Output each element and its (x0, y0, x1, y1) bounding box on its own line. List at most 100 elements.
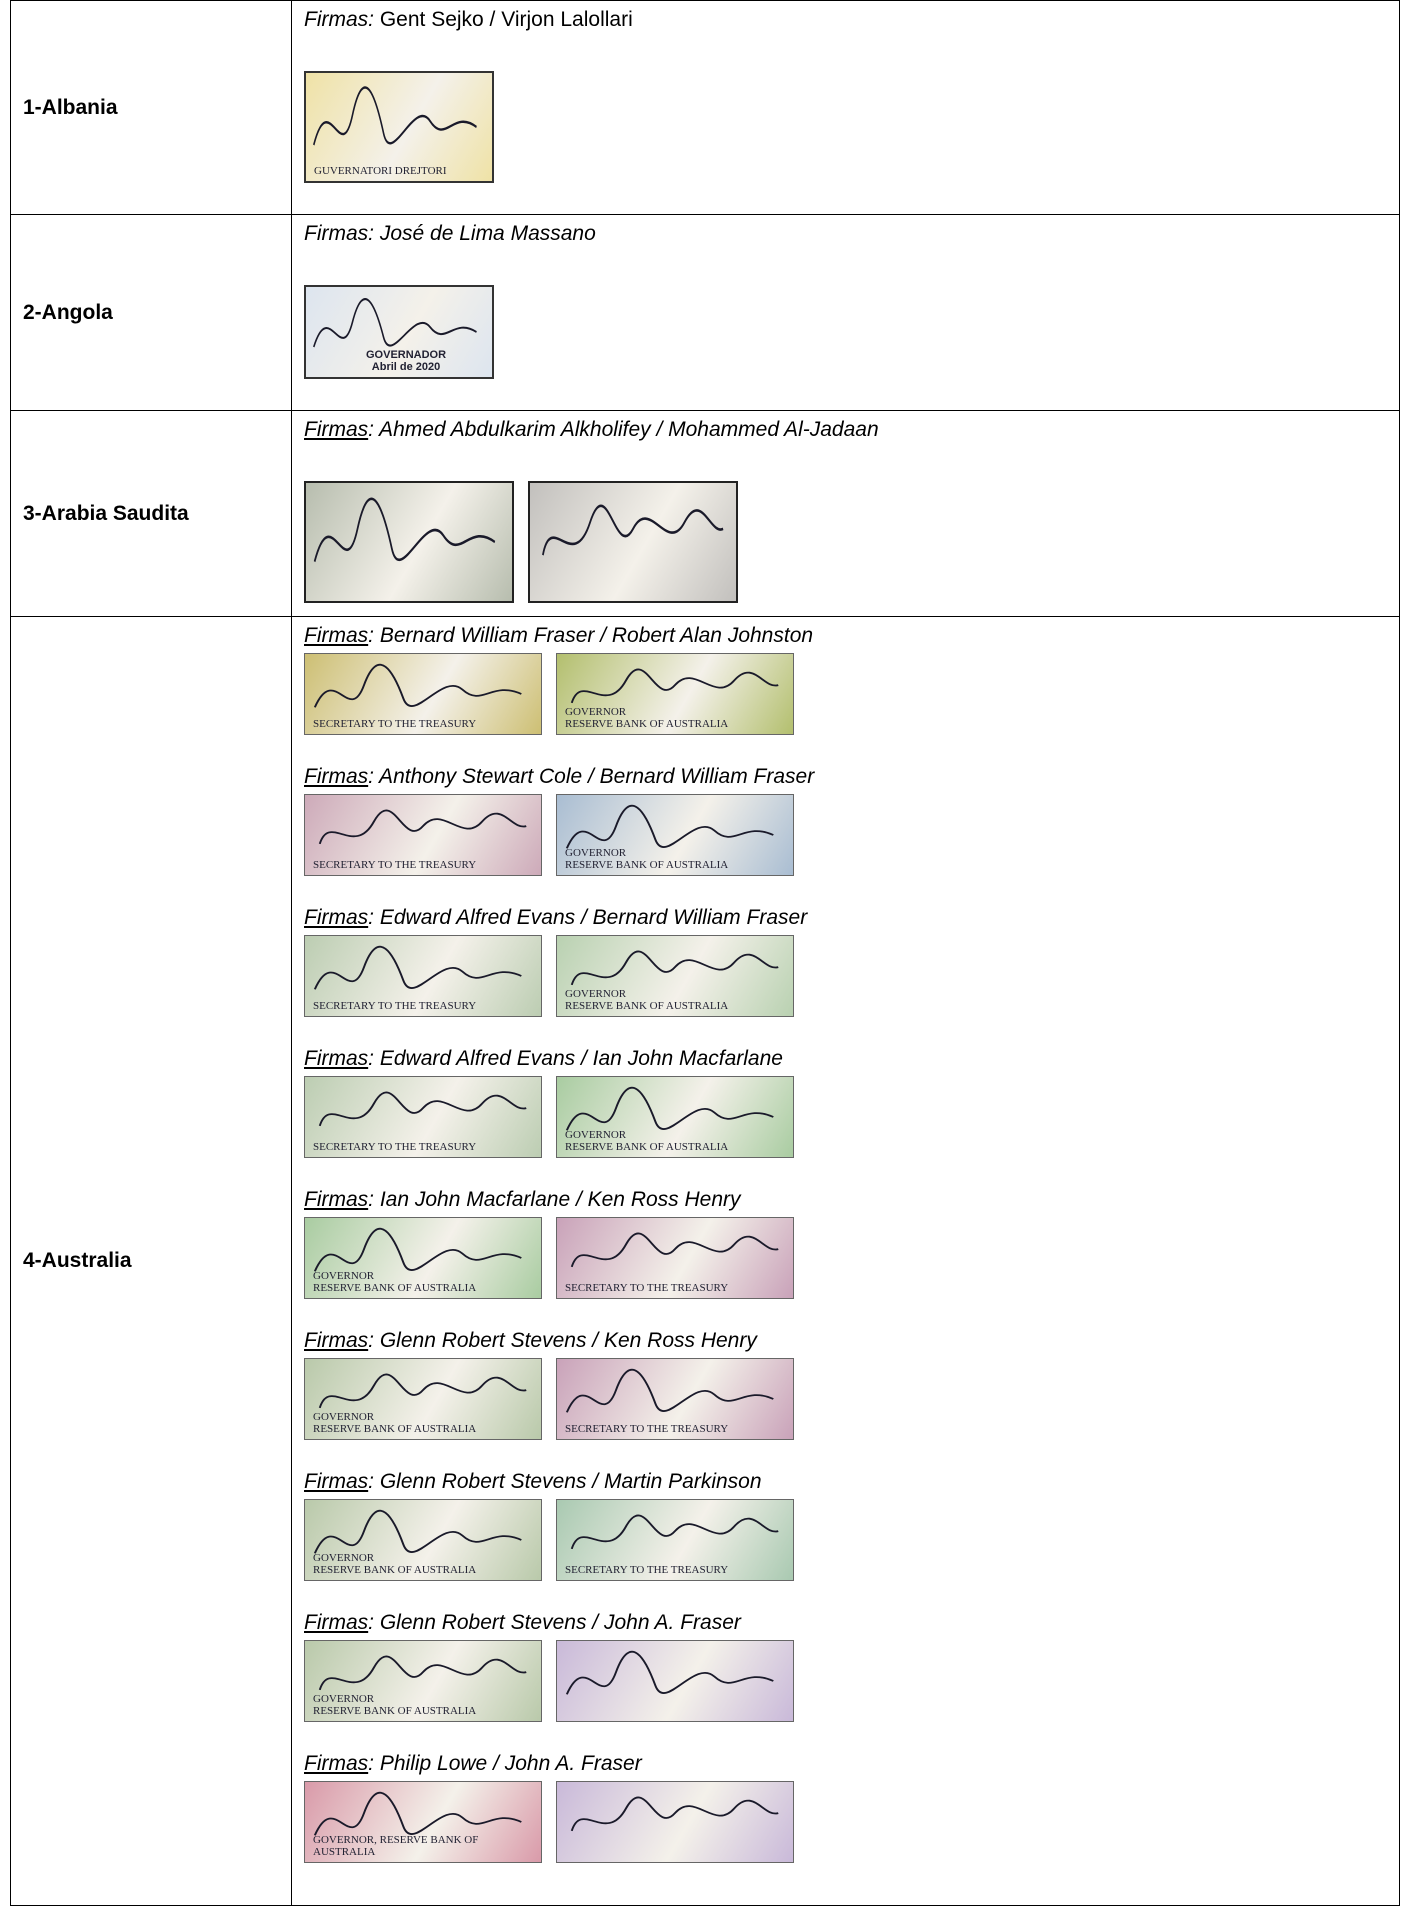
signers-names: : Ian John Macfarlane / Ken Ross Henry (368, 1188, 741, 1211)
signature-stroke (313, 298, 477, 348)
signers-line: Firmas: Glenn Robert Stevens / Ken Ross … (304, 1328, 1387, 1354)
image-caption: SECRETARY TO THE TREASURY (313, 1000, 476, 1012)
country-cell: 3-Arabia Saudita (10, 410, 292, 617)
signature-stroke (313, 497, 496, 563)
signature-entry: Firmas: Ahmed Abdulkarim Alkholifey / Mo… (304, 417, 1387, 603)
image-caption: SECRETARY TO THE TREASURY (565, 1564, 728, 1576)
signers-names: José de Lima Massano (374, 222, 596, 245)
signers-line: Firmas: Philip Lowe / John A. Fraser (304, 1751, 1387, 1777)
signature-image (556, 1781, 794, 1863)
table-row: 3-Arabia Saudita Firmas: Ahmed Abdulkarim… (10, 410, 1400, 617)
caption-line: SECRETARY TO THE TREASURY (565, 1282, 729, 1294)
signature-stroke (313, 1791, 522, 1836)
signers-line: Firmas: Glenn Robert Stevens / Martin Pa… (304, 1469, 1387, 1495)
signature-stroke (313, 663, 522, 708)
signature-stroke (313, 1509, 522, 1554)
signers-names: : Philip Lowe / John A. Fraser (368, 1752, 642, 1775)
signature-entry: Firmas: Gent Sejko / Virjon Lalollari GUV… (304, 7, 1387, 183)
image-caption: GOVERNOR RESERVE BANK OF AUSTRALIA (313, 1411, 476, 1435)
image-caption: GOVERNOR, RESERVE BANK OF AUSTRALIA (313, 1834, 541, 1858)
signature-stroke (313, 86, 477, 146)
signature-entry: Firmas: Edward Alfred Evans / Bernard Wi… (304, 905, 1387, 1046)
signers-names: : Glenn Robert Stevens / John A. Fraser (368, 1611, 741, 1634)
signers-line: Firmas: Edward Alfred Evans / Ian John M… (304, 1046, 1387, 1072)
signature-image: SECRETARY TO THE TREASURY (556, 1499, 794, 1581)
signature-entry: Firmas: Ian John Macfarlane / Ken Ross H… (304, 1187, 1387, 1328)
country-cell: 1-Albania (10, 0, 292, 215)
image-caption: GOVERNOR RESERVE BANK OF AUSTRALIA (565, 847, 728, 871)
signature-stroke (565, 1086, 774, 1131)
signature-image: GOVERNOR RESERVE BANK OF AUSTRALIA (556, 935, 794, 1017)
signature-image: GOVERNADOR Abril de 2020 (304, 285, 494, 379)
signature-images: GOVERNADOR Abril de 2020 (304, 285, 1387, 379)
signers-label: Firmas (304, 906, 369, 929)
signers-names: : Edward Alfred Evans / Bernard William … (368, 906, 808, 929)
signature-stroke (318, 1655, 527, 1691)
signers-line: Firmas: José de Lima Massano (304, 221, 1387, 247)
signature-stroke (318, 809, 527, 845)
signature-stroke (313, 945, 522, 990)
image-caption: GOVERNOR RESERVE BANK OF AUSTRALIA (313, 1270, 476, 1294)
signature-entry: Firmas: Philip Lowe / John A. Fraser GOVE… (304, 1751, 1387, 1892)
signers-names: : Glenn Robert Stevens / Ken Ross Henry (368, 1329, 757, 1352)
signature-image: GOVERNOR RESERVE BANK OF AUSTRALIA (304, 1358, 542, 1440)
caption-line: RESERVE BANK OF AUSTRALIA (313, 1423, 477, 1435)
signature-entry: Firmas: Anthony Stewart Cole / Bernard W… (304, 764, 1387, 905)
signature-image: GOVERNOR RESERVE BANK OF AUSTRALIA (556, 1076, 794, 1158)
caption-line: GUVERNATORI DREJTORI (314, 165, 447, 177)
image-caption: GOVERNOR RESERVE BANK OF AUSTRALIA (313, 1552, 476, 1576)
caption-line: GOVERNOR (313, 1270, 375, 1282)
signature-stroke (313, 1227, 522, 1272)
signature-images: SECRETARY TO THE TREASURY GOVERNOR RESERVE… (304, 794, 1387, 876)
signature-entry: Firmas: Edward Alfred Evans / Ian John M… (304, 1046, 1387, 1187)
caption-line: GOVERNADOR (366, 349, 447, 361)
signers-names: : Glenn Robert Stevens / Martin Parkinso… (368, 1470, 762, 1493)
image-caption: SECRETARY TO THE TREASURY (565, 1282, 728, 1294)
signers-label: Firmas (304, 1611, 369, 1634)
signature-entry: Firmas: Glenn Robert Stevens / Martin Pa… (304, 1469, 1387, 1610)
signature-entry: Firmas: Bernard William Fraser / Robert … (304, 623, 1387, 764)
signature-image (304, 481, 514, 603)
signature-images: GOVERNOR RESERVE BANK OF AUSTRALIA SECRETA… (304, 1358, 1387, 1440)
caption-line: GOVERNOR (565, 988, 627, 1000)
signature-image: GOVERNOR RESERVE BANK OF AUSTRALIA (556, 794, 794, 876)
image-caption: SECRETARY TO THE TREASURY (313, 718, 476, 730)
caption-line: RESERVE BANK OF AUSTRALIA (313, 1564, 477, 1576)
caption-line: GOVERNOR (313, 1693, 375, 1705)
signature-stroke (318, 1373, 527, 1409)
caption-line: RESERVE BANK OF AUSTRALIA (565, 718, 729, 730)
image-caption: GOVERNOR RESERVE BANK OF AUSTRALIA (565, 988, 728, 1012)
signature-images: SECRETARY TO THE TREASURY GOVERNOR RESERVE… (304, 1076, 1387, 1158)
signature-image: SECRETARY TO THE TREASURY (556, 1217, 794, 1299)
signature-image: SECRETARY TO THE TREASURY (304, 794, 542, 876)
signature-image (556, 1640, 794, 1722)
signers-label: Firmas (304, 1188, 369, 1211)
country-cell: 2-Angola (10, 214, 292, 411)
caption-line: RESERVE BANK OF AUSTRALIA (565, 1000, 729, 1012)
signature-entry: Firmas: José de Lima Massano GOVERNADOR Ab… (304, 221, 1387, 379)
signature-image: GOVERNOR RESERVE BANK OF AUSTRALIA (304, 1640, 542, 1722)
caption-line: GOVERNOR (565, 847, 627, 859)
signature-image: GUVERNATORI DREJTORI (304, 71, 494, 183)
image-caption: SECRETARY TO THE TREASURY (313, 1141, 476, 1153)
image-caption: GOVERNOR RESERVE BANK OF AUSTRALIA (313, 1693, 476, 1717)
image-caption: GOVERNOR RESERVE BANK OF AUSTRALIA (565, 706, 728, 730)
signature-stroke (570, 1514, 779, 1550)
signature-image: GOVERNOR RESERVE BANK OF AUSTRALIA (556, 653, 794, 735)
signers-label: Firmas (304, 418, 369, 441)
signers-label: Firmas (304, 1752, 369, 1775)
caption-line: SECRETARY TO THE TREASURY (565, 1423, 729, 1435)
signature-image: SECRETARY TO THE TREASURY (304, 653, 542, 735)
caption-line: RESERVE BANK OF AUSTRALIA (565, 859, 729, 871)
signature-image: SECRETARY TO THE TREASURY (304, 1076, 542, 1158)
content-cell: Firmas: Bernard William Fraser / Robert … (291, 616, 1400, 1906)
signature-images: SECRETARY TO THE TREASURY GOVERNOR RESERVE… (304, 935, 1387, 1017)
image-caption: GOVERNADOR Abril de 2020 (366, 349, 446, 373)
caption-line: GOVERNOR (565, 1129, 627, 1141)
signature-images: SECRETARY TO THE TREASURY GOVERNOR RESERVE… (304, 653, 1387, 735)
signature-stroke (565, 804, 774, 849)
signature-image (528, 481, 738, 603)
signers-line: Firmas: Ahmed Abdulkarim Alkholifey / Mo… (304, 417, 1387, 443)
table-row: 1-Albania Firmas: Gent Sejko / Virjon Lal… (10, 0, 1400, 215)
